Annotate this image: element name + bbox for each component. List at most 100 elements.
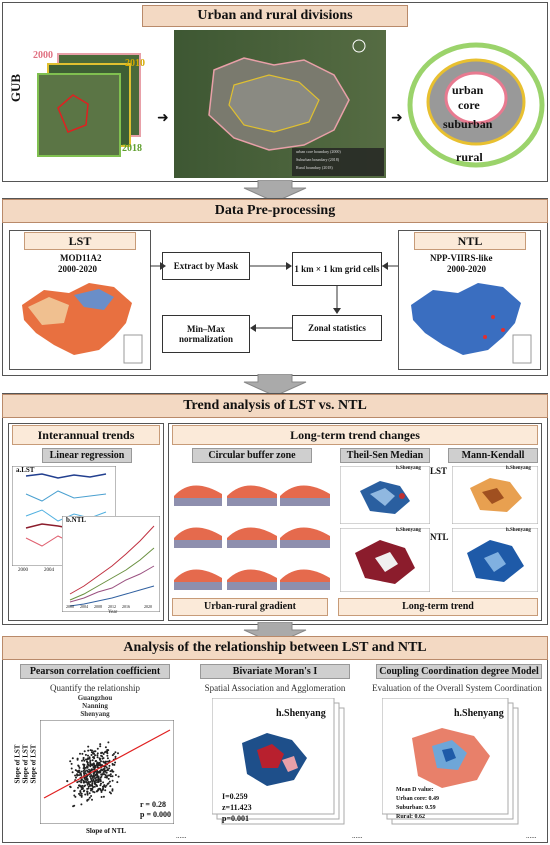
scatter-point <box>86 793 89 796</box>
scatter-point <box>99 745 102 748</box>
ntl-china-map <box>411 283 532 364</box>
scatter-point <box>75 776 77 779</box>
lst-chart-label: a.LST <box>16 466 35 474</box>
year-axis-label: Year <box>108 610 118 615</box>
scatter-point <box>111 769 113 772</box>
scatter-point <box>72 805 75 808</box>
mk-city-label-2: h.Shenyang <box>506 528 531 533</box>
scatter-point <box>99 780 102 783</box>
scatter-point <box>77 764 80 767</box>
scatter-point <box>76 781 79 784</box>
scatter-point <box>111 763 114 766</box>
ccd-urban-core: Urban core: 0.49 <box>396 796 440 802</box>
ellipsis-2: ...... <box>352 832 363 840</box>
scatter-point <box>96 781 98 784</box>
section4-title: Analysis of the relationship between LST… <box>2 636 548 660</box>
scatter-point <box>84 770 87 773</box>
scatter-point <box>113 752 115 755</box>
scatter-point <box>87 798 90 801</box>
scatter-point <box>106 783 109 785</box>
scatter-point <box>92 779 95 782</box>
scatter-point <box>114 761 117 764</box>
scatter-point <box>94 760 97 763</box>
scatter-point <box>81 752 84 755</box>
scatter-point <box>97 776 100 779</box>
scatter-point <box>96 770 99 772</box>
scatter-point <box>117 752 119 755</box>
scatter-point <box>69 786 72 789</box>
scatter-point <box>84 766 87 769</box>
pearson-xlabel: Slope of NTL <box>86 827 127 835</box>
scatter-point <box>105 776 108 779</box>
scatter-point <box>91 787 94 790</box>
scatter-point <box>99 784 102 787</box>
scatter-point <box>111 779 114 782</box>
scatter-point <box>71 771 74 774</box>
scatter-point <box>89 763 92 766</box>
scatter-point <box>107 777 110 780</box>
scatter-point <box>98 761 101 764</box>
scatter-point <box>90 789 92 792</box>
year-2010: 2010 <box>125 58 145 69</box>
scatter-point <box>106 760 109 763</box>
scatter-point <box>95 776 98 779</box>
scatter-point <box>78 774 80 777</box>
scatter-point <box>106 751 108 754</box>
scatter-point <box>108 767 111 770</box>
scatter-point <box>109 770 112 773</box>
theil-sen-ntl-map <box>340 528 430 592</box>
scatter-point <box>107 741 110 744</box>
grid-cells-box: 1 km × 1 km grid cells <box>292 252 382 286</box>
scatter-point <box>93 757 96 760</box>
scatter-point <box>88 756 91 759</box>
scatter-point <box>84 753 87 756</box>
scatter-point <box>86 760 89 763</box>
scatter-point <box>89 780 92 783</box>
scatter-point <box>87 785 90 788</box>
scatter-point <box>97 771 100 774</box>
scatter-point <box>83 759 86 762</box>
scatter-point <box>83 750 86 753</box>
scatter-point <box>99 788 102 790</box>
scatter-point <box>78 780 81 783</box>
scatter-point <box>114 751 117 754</box>
scatter-point <box>86 758 88 761</box>
ccd-city: h.Shenyang <box>454 708 504 719</box>
zonal-statistics-box: Zonal statistics <box>292 315 382 341</box>
pearson-scatter <box>40 720 174 824</box>
scatter-point <box>100 796 103 798</box>
ring-diagram <box>407 42 545 168</box>
scatter-point <box>106 757 109 760</box>
scatter-point <box>88 757 91 760</box>
scatter-point <box>83 785 86 788</box>
scatter-point <box>109 773 112 776</box>
scatter-point <box>79 794 82 797</box>
scatter-point <box>93 781 96 784</box>
extract-by-mask-box: Extract by Mask <box>162 252 250 280</box>
scatter-point <box>76 773 79 776</box>
scatter-point <box>105 766 108 769</box>
scatter-point <box>78 766 81 769</box>
scatter-point <box>96 752 99 755</box>
mk-lst-map <box>452 466 538 524</box>
linear-regression-tag: Linear regression <box>42 448 132 463</box>
ccd-rural: Rural: 0.62 <box>396 814 425 820</box>
city-shenyang: Shenyang <box>80 710 110 718</box>
theil-city-label-2: h.Shenyang <box>396 528 421 533</box>
gub-label: GUB <box>8 73 24 103</box>
ellipsis-3: ...... <box>526 832 537 840</box>
scatter-point <box>117 775 120 778</box>
gub-stack <box>37 53 141 157</box>
scatter-point <box>91 782 94 785</box>
moran-city: h.Shenyang <box>276 708 326 719</box>
ntl-year-2008: 2008 <box>94 604 102 609</box>
scatter-point <box>83 772 86 775</box>
scatter-point <box>96 747 99 750</box>
scatter-point <box>98 778 101 781</box>
scatter-point <box>80 781 83 784</box>
scatter-point <box>102 757 105 760</box>
lst-year-2004: 2004 <box>44 568 54 573</box>
scatter-point <box>96 790 98 793</box>
scatter-point <box>109 785 112 788</box>
scatter-point <box>82 790 85 793</box>
